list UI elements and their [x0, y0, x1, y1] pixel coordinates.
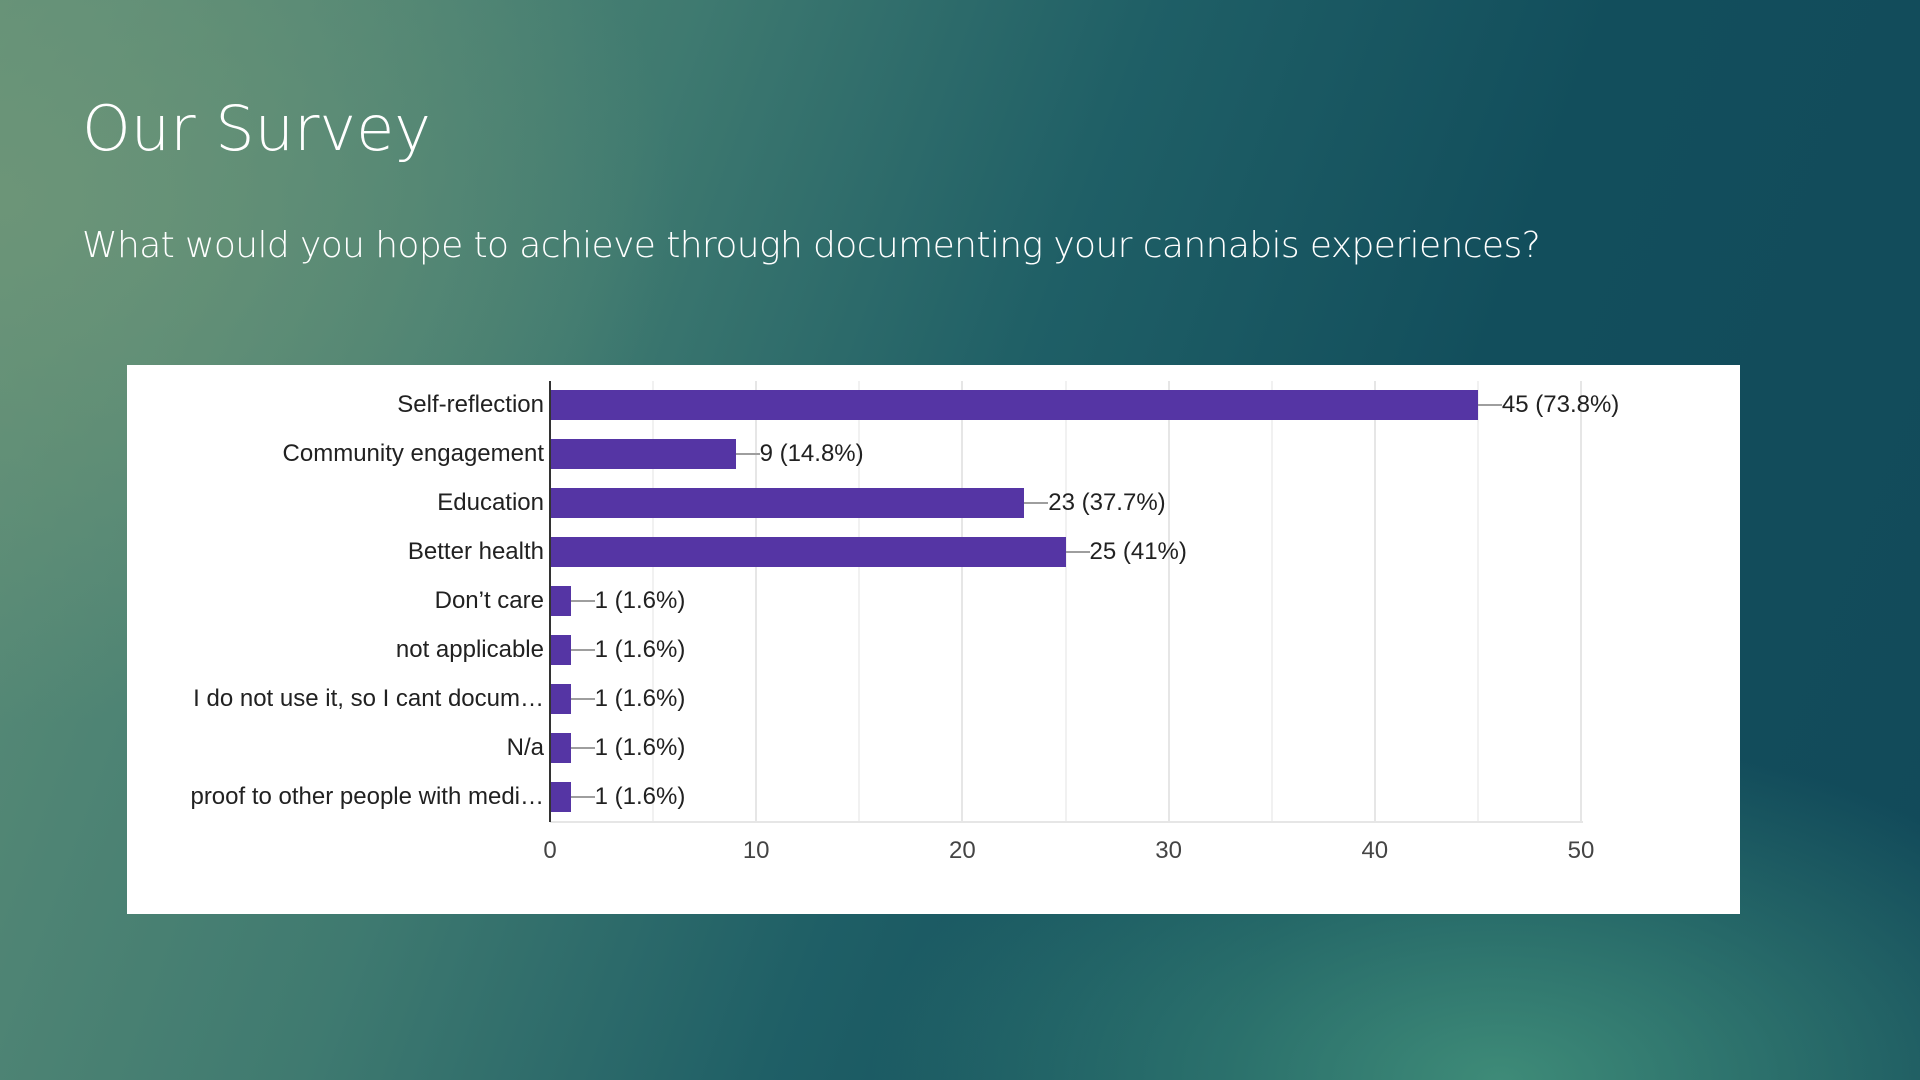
bar: [550, 537, 1066, 567]
category-label: not applicable: [395, 636, 544, 663]
gridline: [961, 381, 964, 822]
gridline: [1580, 381, 1582, 822]
value-label: 1 (1.6%): [594, 685, 686, 712]
value-label: 9 (14.8%): [759, 440, 864, 467]
leader-line: [570, 796, 595, 798]
y-axis-line: [549, 381, 551, 822]
leader-line: [1477, 404, 1502, 406]
bar: [550, 635, 571, 665]
gridline: [652, 381, 655, 822]
value-label: 1 (1.6%): [594, 734, 686, 761]
gridline: [1167, 381, 1170, 822]
bar: [550, 488, 1025, 518]
gridline: [1064, 381, 1067, 822]
bar: [550, 439, 736, 469]
category-label: proof to other people with medi…: [190, 783, 544, 810]
gridline: [1373, 381, 1376, 822]
gridline: [755, 381, 758, 822]
bar: [550, 782, 571, 812]
value-label: 1 (1.6%): [594, 636, 686, 663]
category-label: N/a: [506, 734, 544, 761]
x-tick-label: 40: [1361, 837, 1389, 864]
gridline: [858, 381, 861, 822]
x-tick-label: 50: [1567, 837, 1595, 864]
x-tick-label: 30: [1155, 837, 1182, 864]
value-label: 1 (1.6%): [594, 587, 686, 614]
leader-line: [1065, 551, 1090, 553]
leader-line: [1024, 502, 1049, 504]
value-label: 25 (41%): [1089, 538, 1187, 565]
value-label: 23 (37.7%): [1048, 489, 1166, 516]
category-label: Better health: [407, 538, 544, 565]
category-label: Education: [437, 489, 544, 516]
leader-line: [570, 649, 595, 651]
survey-bar-chart: Self-reflection 45 (73.8%) Community engag…: [127, 365, 1740, 914]
leader-line: [735, 453, 760, 455]
value-label: 1 (1.6%): [594, 783, 686, 810]
leader-line: [570, 698, 595, 700]
gridline: [1270, 381, 1273, 822]
x-tick-label: 20: [949, 837, 976, 864]
bar: [550, 586, 571, 616]
plot-area: Self-reflection 45 (73.8%) Community engag…: [127, 365, 1740, 914]
category-label: Don’t care: [434, 587, 544, 614]
category-label: Self-reflection: [397, 391, 544, 418]
gridline: [1476, 381, 1479, 822]
bar: [550, 733, 571, 763]
leader-line: [570, 600, 595, 602]
value-label: 45 (73.8%): [1501, 391, 1620, 418]
category-label: Community engagement: [282, 440, 544, 467]
category-label: I do not use it, so I cant docum…: [193, 685, 544, 712]
slide-title: Our Survey: [82, 92, 431, 165]
slide-subtitle: What would you hope to achieve through d…: [82, 225, 1541, 266]
bar: [550, 684, 571, 714]
x-axis-line: [550, 821, 1583, 823]
x-tick-label: 0: [543, 837, 557, 864]
bar: [550, 390, 1478, 420]
x-tick-label: 10: [742, 837, 770, 864]
leader-line: [570, 747, 595, 749]
